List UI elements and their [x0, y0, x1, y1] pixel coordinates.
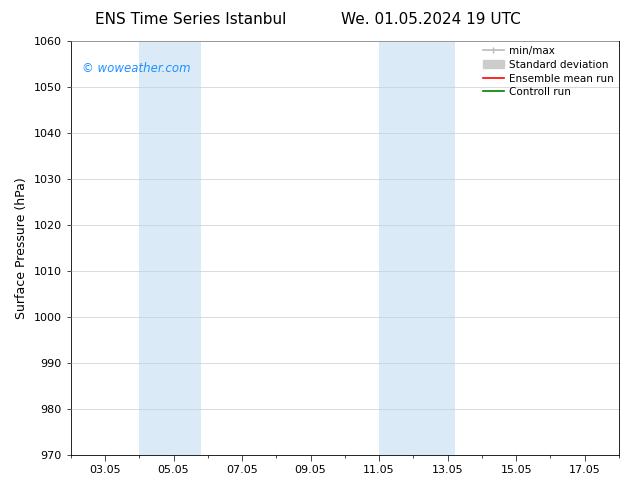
Legend: min/max, Standard deviation, Ensemble mean run, Controll run: min/max, Standard deviation, Ensemble me… [483, 46, 614, 97]
Bar [139, 41, 201, 455]
Text: We. 01.05.2024 19 UTC: We. 01.05.2024 19 UTC [341, 12, 521, 27]
Bar [379, 41, 455, 455]
Text: © woweather.com: © woweather.com [82, 62, 190, 75]
Text: ENS Time Series Istanbul: ENS Time Series Istanbul [94, 12, 286, 27]
Y-axis label: Surface Pressure (hPa): Surface Pressure (hPa) [15, 177, 28, 318]
